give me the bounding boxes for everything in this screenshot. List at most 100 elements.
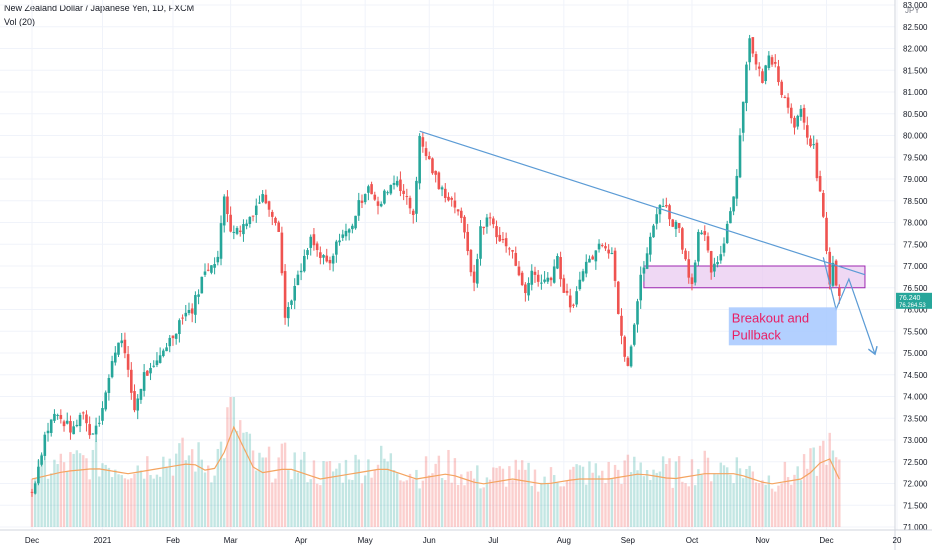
volume-bar	[649, 480, 652, 527]
volume-bar	[75, 450, 79, 527]
volume-bar	[123, 478, 127, 527]
candle	[748, 38, 751, 63]
volume-bar	[245, 431, 248, 527]
candle	[492, 218, 495, 225]
volume-bar	[790, 484, 793, 527]
volume-bar	[799, 480, 803, 527]
candle	[578, 279, 582, 290]
candle	[469, 249, 473, 273]
candle	[341, 234, 345, 238]
volume-bar	[46, 478, 50, 527]
candle	[408, 197, 412, 209]
candle	[802, 107, 806, 123]
candle	[363, 194, 367, 203]
candle	[562, 278, 566, 293]
volume-bar	[780, 483, 783, 527]
trendline	[419, 130, 866, 276]
volume-bar	[130, 478, 133, 527]
price-tick-label: 83.000	[903, 1, 928, 10]
candle	[216, 256, 220, 263]
candle	[463, 216, 466, 233]
volume-bar	[530, 485, 533, 527]
volume-bar	[194, 471, 197, 527]
volume-bar	[91, 449, 95, 527]
volume-bar	[53, 459, 56, 527]
price-tick-label: 76.500	[903, 284, 928, 293]
candle	[706, 236, 710, 251]
candle	[501, 239, 505, 241]
candle	[732, 196, 735, 212]
volume-bar	[267, 446, 271, 527]
volume-bar	[424, 456, 428, 527]
volume-bar	[754, 482, 758, 527]
volume-bar	[716, 474, 719, 527]
candle	[546, 277, 550, 282]
volume-bar	[392, 470, 396, 527]
candle	[828, 251, 832, 285]
volume-bar	[226, 407, 229, 527]
volume-bar	[335, 468, 338, 527]
currency-label: JPY	[905, 6, 920, 15]
candle	[181, 317, 184, 319]
volume-bar	[415, 469, 418, 527]
volume-bar	[585, 484, 588, 527]
volume-bar	[517, 469, 521, 527]
time-tick-label: May	[358, 536, 373, 545]
volume-bar	[325, 461, 328, 527]
volume-bar	[142, 478, 146, 527]
current-price-sublabel: 76.264.53	[899, 303, 926, 309]
volume-bar	[88, 479, 91, 527]
time-tick-label: Jul	[488, 536, 498, 545]
candle	[703, 231, 707, 235]
volume-bar	[120, 475, 123, 527]
candle	[568, 295, 572, 308]
candle	[405, 196, 409, 198]
volume-bar	[184, 460, 187, 527]
candle	[309, 236, 313, 248]
candle	[838, 288, 841, 296]
volume-bar	[543, 476, 546, 527]
candle	[49, 419, 53, 433]
volume-bar	[578, 465, 582, 527]
volume-bar	[645, 470, 649, 527]
volume-bar	[98, 476, 101, 527]
candle	[674, 221, 678, 230]
candle	[642, 267, 646, 274]
volume-bar	[219, 441, 223, 527]
candle	[379, 203, 383, 207]
candle	[376, 201, 380, 206]
volume-bar	[549, 467, 553, 527]
volume-bar	[293, 452, 296, 527]
candle	[59, 414, 63, 420]
volume-bar	[373, 469, 376, 527]
price-tick-label: 73.500	[903, 414, 928, 423]
volume-bar	[152, 478, 155, 527]
volume-bar	[527, 462, 530, 527]
candle	[658, 205, 662, 215]
volume-bar	[264, 457, 268, 527]
candle	[479, 226, 482, 259]
volume-bar	[601, 470, 604, 527]
candle	[639, 274, 643, 301]
volume-bar	[713, 473, 716, 527]
candle	[367, 186, 370, 193]
candle	[777, 66, 780, 83]
candle	[677, 223, 681, 228]
candle	[395, 180, 399, 186]
candle	[713, 263, 716, 272]
volume-bar	[376, 464, 380, 527]
candle	[152, 365, 156, 367]
volume-bar	[828, 432, 831, 527]
candle	[53, 413, 56, 421]
volume-bar	[72, 453, 75, 527]
candle	[187, 309, 191, 314]
volume-bar	[203, 472, 207, 527]
candle	[431, 158, 434, 174]
volume-bar	[485, 477, 489, 527]
candle	[200, 276, 204, 294]
volume-bar	[126, 479, 130, 527]
candle	[139, 388, 143, 400]
time-tick-label: Dec	[819, 536, 833, 545]
